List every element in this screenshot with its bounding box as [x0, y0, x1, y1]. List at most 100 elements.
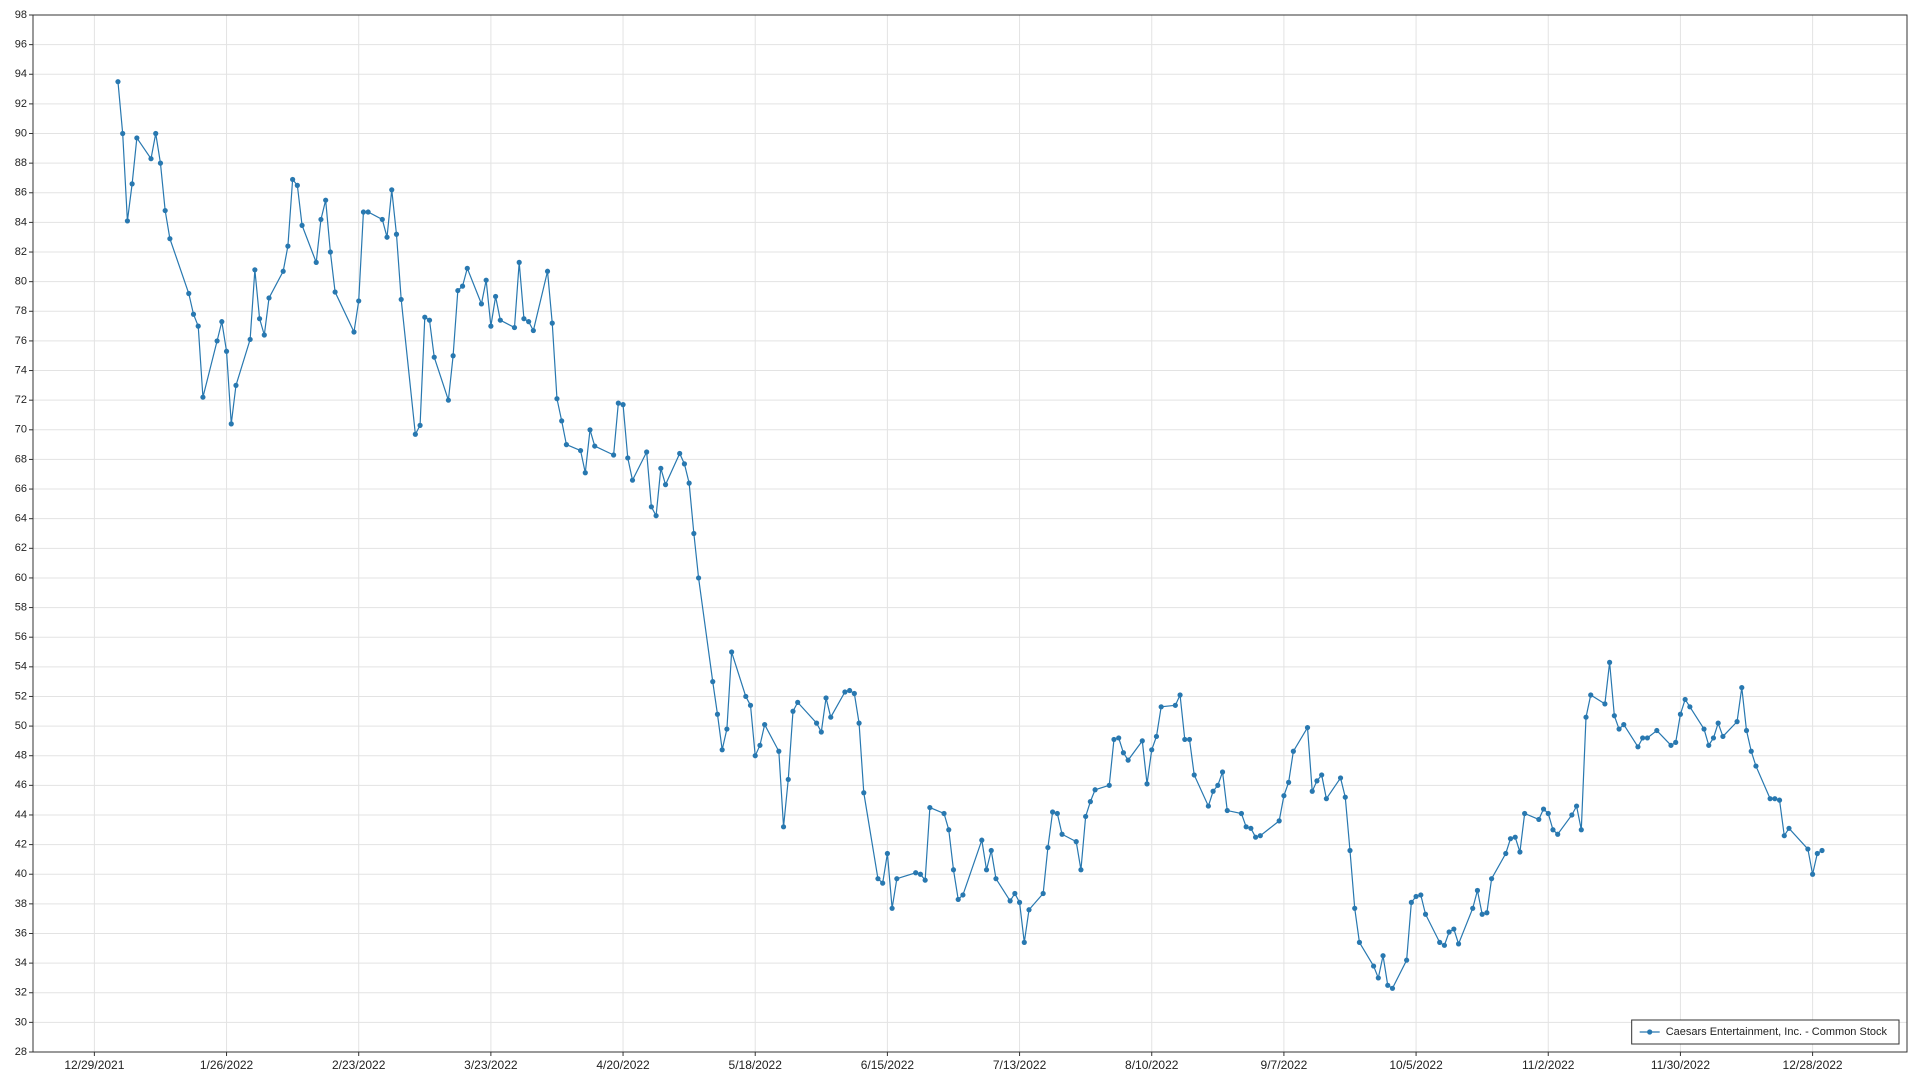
x-tick-label: 7/13/2022	[993, 1058, 1047, 1072]
y-tick-label: 72	[15, 394, 27, 406]
data-point	[1404, 957, 1410, 963]
data-point	[1569, 812, 1575, 818]
data-point	[724, 726, 730, 732]
data-point	[554, 396, 560, 402]
data-point	[677, 450, 683, 457]
data-point	[455, 287, 461, 294]
data-point	[1616, 726, 1622, 732]
y-tick-label: 68	[15, 453, 27, 465]
data-point	[1087, 799, 1093, 805]
y-tick-label: 42	[15, 839, 27, 851]
data-point	[587, 427, 593, 433]
data-point	[360, 209, 367, 215]
data-point	[1640, 735, 1646, 741]
data-point	[323, 197, 329, 203]
data-point	[1706, 742, 1712, 748]
data-point	[875, 876, 881, 882]
data-point	[488, 323, 494, 329]
data-point	[686, 480, 692, 486]
data-point	[266, 295, 272, 301]
data-point	[1290, 748, 1296, 754]
data-point	[1621, 722, 1627, 728]
data-point	[1781, 833, 1787, 839]
data-point	[1536, 816, 1542, 823]
data-point	[1550, 827, 1556, 833]
data-point	[431, 354, 437, 360]
data-point	[1583, 714, 1589, 720]
data-point	[681, 461, 688, 467]
data-point	[1186, 736, 1193, 743]
data-point	[1451, 926, 1457, 932]
data-point	[1635, 744, 1641, 750]
data-point	[559, 418, 565, 424]
x-tick-label: 12/29/2021	[64, 1058, 124, 1072]
y-tick-label: 62	[15, 542, 27, 554]
data-point	[813, 720, 820, 726]
data-point	[1111, 736, 1117, 743]
legend-marker	[1647, 1029, 1653, 1035]
data-point	[393, 231, 400, 237]
x-tick-label: 6/15/2022	[861, 1058, 915, 1072]
data-point	[129, 181, 135, 187]
data-point	[478, 301, 485, 307]
data-point	[1106, 782, 1112, 788]
data-point	[629, 477, 636, 483]
data-point	[1385, 982, 1391, 988]
data-point	[417, 422, 423, 428]
y-tick-label: 38	[15, 898, 27, 910]
data-point	[757, 742, 763, 748]
data-point	[644, 449, 650, 455]
data-point	[1517, 849, 1523, 855]
y-tick-label: 50	[15, 720, 27, 732]
data-point	[294, 182, 300, 188]
data-point	[464, 265, 470, 271]
data-point	[1323, 796, 1329, 802]
data-point	[1309, 788, 1315, 794]
data-point	[153, 130, 159, 137]
data-point	[1073, 839, 1079, 845]
data-point	[115, 79, 121, 85]
y-tick-label: 46	[15, 779, 27, 791]
data-point	[780, 824, 787, 830]
y-tick-label: 32	[15, 987, 27, 999]
y-tick-label: 30	[15, 1016, 27, 1028]
data-point	[823, 695, 829, 701]
data-point	[511, 324, 518, 331]
data-point	[521, 316, 527, 322]
data-point	[1715, 720, 1721, 726]
data-point	[922, 877, 928, 883]
data-point	[946, 827, 952, 833]
data-point	[856, 720, 862, 726]
data-point	[1776, 797, 1783, 803]
data-point	[120, 130, 126, 137]
y-tick-label: 60	[15, 572, 27, 584]
data-point	[719, 747, 725, 753]
x-tick-label: 10/5/2022	[1389, 1058, 1443, 1072]
data-point	[1248, 825, 1254, 831]
data-point	[214, 338, 220, 344]
data-point	[729, 649, 735, 655]
y-tick-label: 80	[15, 276, 27, 288]
data-point	[483, 277, 489, 283]
data-point	[1687, 704, 1693, 710]
data-point	[1753, 763, 1759, 769]
data-point	[1607, 659, 1613, 665]
data-point	[290, 176, 296, 183]
y-tick-label: 96	[15, 39, 27, 51]
data-point	[1474, 887, 1481, 894]
data-point	[563, 442, 570, 448]
y-tick-label: 76	[15, 335, 27, 347]
data-point	[1314, 778, 1320, 784]
data-point	[1319, 772, 1325, 778]
y-tick-label: 82	[15, 246, 27, 258]
data-point	[828, 714, 834, 720]
data-point	[1026, 907, 1032, 913]
data-point	[1673, 739, 1679, 745]
data-point	[917, 871, 924, 877]
data-point	[134, 135, 140, 141]
y-tick-label: 70	[15, 424, 27, 436]
data-point	[1805, 846, 1811, 852]
data-point	[200, 394, 206, 400]
data-point	[577, 447, 584, 454]
